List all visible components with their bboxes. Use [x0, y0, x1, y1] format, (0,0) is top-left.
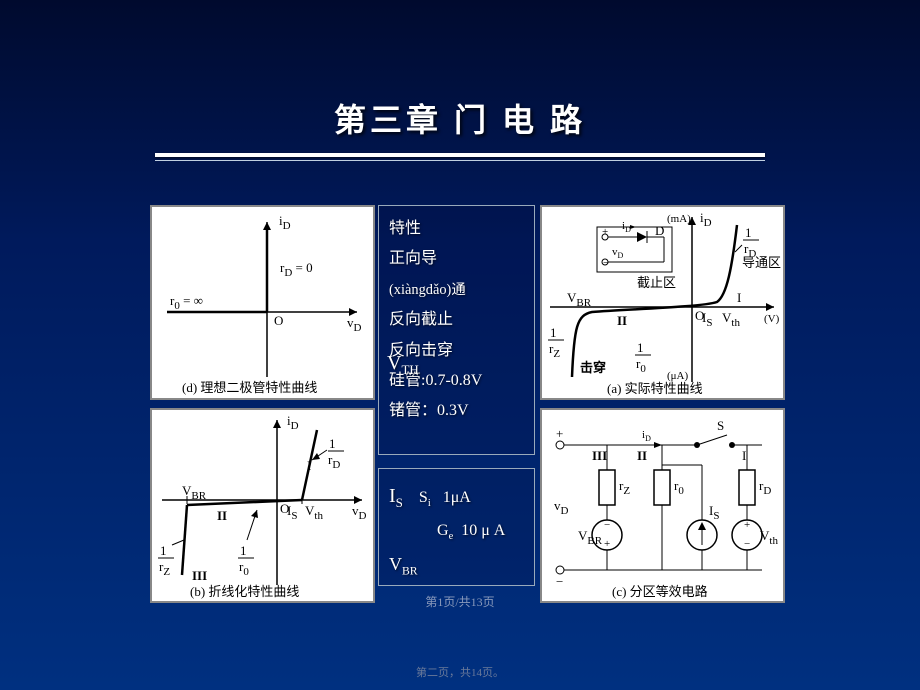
svg-text:−: −	[604, 519, 610, 531]
svg-text:r0: r0	[636, 356, 646, 375]
title-area: 第三章 门 电 路	[155, 95, 765, 161]
svg-text:iD: iD	[700, 210, 712, 229]
svg-text:iD: iD	[642, 429, 651, 443]
svg-text:Vth: Vth	[305, 503, 323, 522]
svg-text:vD: vD	[352, 503, 367, 522]
svg-text:vD: vD	[612, 246, 624, 260]
svg-text:+: +	[602, 226, 608, 238]
label-vd: vD	[347, 315, 362, 334]
svg-text:IS: IS	[287, 503, 297, 522]
svg-text:1: 1	[329, 436, 336, 451]
panel-c-equiv-circuit: + S iD I II − vD rZ − + VBR III r0 IS rD…	[540, 408, 785, 603]
svg-text:rZ: rZ	[549, 341, 560, 360]
info-box-parameters: IS Si 1μA Ge 10 μ A VBR	[378, 468, 535, 586]
svg-text:−: −	[603, 257, 609, 269]
caption-a: (a) 实际特性曲线	[607, 381, 703, 396]
svg-text:rD: rD	[328, 452, 340, 471]
svg-text:+: +	[604, 538, 610, 550]
svg-text:(V): (V)	[764, 313, 780, 325]
svg-text:IS: IS	[702, 310, 712, 329]
svg-text:−: −	[556, 574, 563, 589]
page-footer-2: 第二页，共14页。	[0, 664, 920, 680]
page-footer-1: 第1页/共13页	[0, 593, 920, 610]
svg-text:I: I	[742, 448, 746, 463]
svg-text:D: D	[655, 223, 664, 238]
slide-title: 第三章 门 电 路	[155, 95, 765, 149]
svg-text:vD: vD	[554, 498, 569, 517]
svg-text:II: II	[217, 508, 227, 523]
svg-text:VBR: VBR	[182, 483, 207, 502]
row-is-si: IS Si 1μA	[389, 477, 524, 516]
svg-text:1: 1	[637, 340, 644, 355]
svg-text:1: 1	[745, 225, 752, 240]
svg-text:iD: iD	[287, 413, 299, 432]
svg-text:VBR: VBR	[567, 290, 592, 309]
label-reverse-cutoff: 反向截止	[389, 305, 524, 335]
row-vbr: VBR	[389, 547, 524, 583]
svg-text:I: I	[307, 458, 311, 473]
panel-b-piecewise: iD vD O VBR IS Vth 1 rD I 1 r0 II 1 rZ I…	[150, 408, 375, 603]
svg-text:I: I	[737, 290, 741, 305]
svg-text:IS: IS	[709, 503, 719, 522]
row-ge: Ge 10 μ A	[389, 516, 524, 547]
label-r0inf: r0 = ∞	[170, 293, 203, 312]
svg-text:rD: rD	[759, 478, 771, 497]
label-germanium: 锗管：0.3V	[389, 396, 524, 426]
svg-text:1: 1	[160, 543, 167, 558]
svg-text:Vth: Vth	[722, 310, 740, 329]
svg-text:S: S	[717, 418, 724, 433]
title-underline-thick	[155, 153, 765, 157]
svg-text:(mA): (mA)	[667, 213, 691, 225]
caption-d: (d) 理想二极管特性曲线	[182, 380, 317, 395]
info-box-characteristics: 特性 正向导 (xiàngdǎo)通 反向截止 反向击穿 VTH 硅管:0.7-…	[378, 205, 535, 455]
svg-text:1: 1	[240, 543, 247, 558]
svg-text:击穿: 击穿	[580, 360, 606, 375]
label-id: iD	[279, 213, 291, 232]
svg-text:r0: r0	[239, 559, 249, 578]
svg-text:rZ: rZ	[619, 478, 630, 497]
svg-text:+: +	[744, 519, 750, 531]
label-reverse-breakdown: 反向击穿 VTH	[389, 336, 524, 366]
svg-text:−: −	[744, 538, 750, 550]
title-underline-thin	[155, 160, 765, 161]
label-characteristics: 特性	[389, 214, 524, 244]
svg-text:III: III	[192, 568, 207, 583]
svg-text:iD: iD	[622, 220, 631, 234]
svg-text:rZ: rZ	[159, 559, 170, 578]
panel-d-ideal-diode: iD vD O rD = 0 r0 = ∞ (d) 理想二极管特性曲线	[150, 205, 375, 400]
panel-a-real-characteristic: + − iD D vD 导通区 截止区 (mA) iD (V) (μA) O V…	[540, 205, 785, 400]
svg-text:II: II	[617, 313, 627, 328]
svg-text:III: III	[592, 448, 607, 463]
svg-text:r0: r0	[674, 478, 684, 497]
label-forward-conduction: 正向导 (xiàngdǎo)通	[389, 244, 524, 305]
svg-text:1: 1	[550, 325, 557, 340]
label-rd0: rD = 0	[280, 260, 313, 279]
svg-text:Vth: Vth	[760, 528, 778, 547]
label-cutoff: 截止区	[637, 275, 676, 290]
label-origin: O	[274, 313, 283, 328]
svg-text:II: II	[637, 448, 647, 463]
svg-text:VBR: VBR	[578, 528, 603, 547]
svg-text:+: +	[556, 426, 563, 441]
